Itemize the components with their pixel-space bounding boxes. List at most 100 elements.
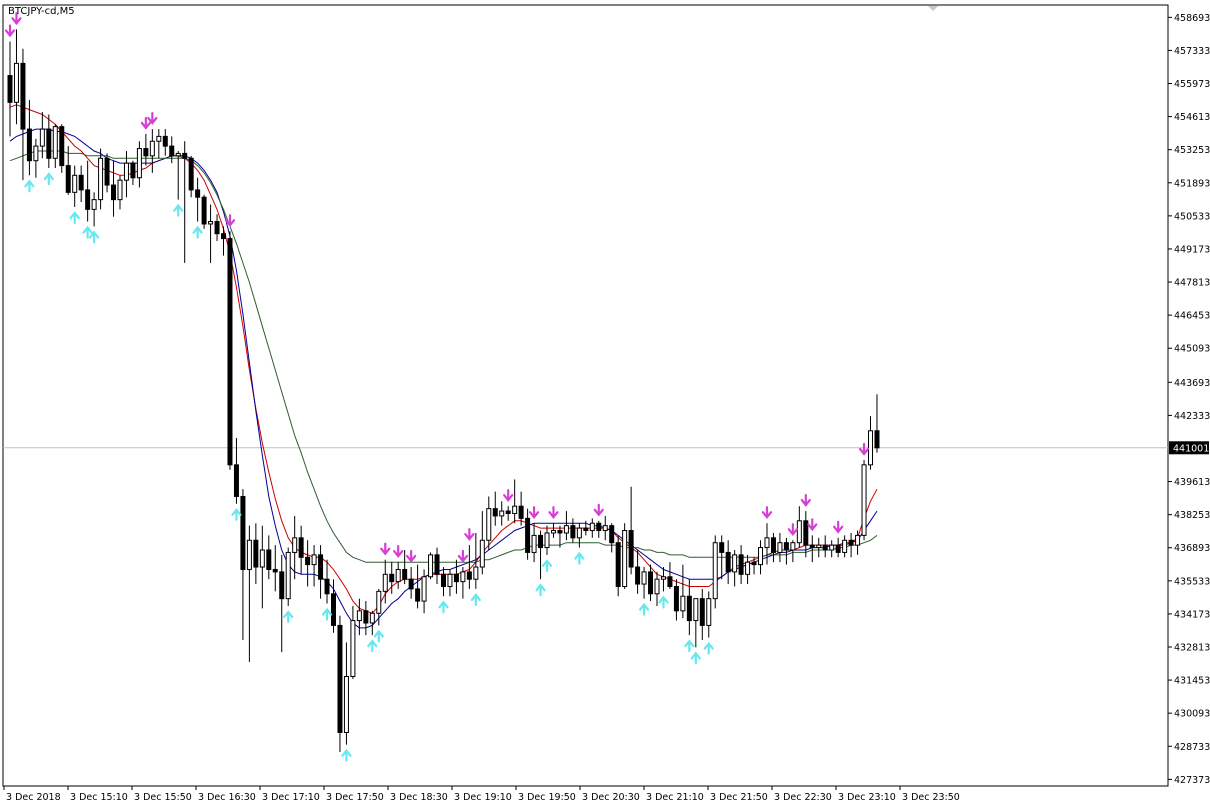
candle (557, 525, 563, 548)
candle-body (712, 542, 718, 600)
candle (538, 530, 544, 580)
candle-body (835, 544, 841, 553)
candle (453, 559, 459, 594)
candle (253, 523, 259, 585)
candle (758, 540, 764, 575)
candle-body (667, 576, 673, 587)
candle-body (525, 517, 531, 553)
candle-body (512, 505, 518, 515)
candle (686, 579, 692, 636)
candle-body (479, 539, 485, 568)
candle (117, 175, 123, 210)
candle (91, 192, 97, 227)
candle-body (259, 549, 265, 568)
candle (227, 231, 233, 470)
arrow-up-icon (82, 225, 93, 239)
time-tick-label: 3 Dec 18:30 (390, 792, 448, 803)
current-price-box (1169, 441, 1209, 455)
arrow-up-icon (690, 651, 701, 665)
candle (343, 642, 349, 745)
candle-body (272, 568, 278, 573)
candle-body (33, 145, 39, 162)
candle (221, 226, 227, 256)
time-tick-label: 3 Dec 15:50 (134, 792, 192, 803)
price-tick-label: 458693 (1174, 13, 1210, 24)
candle (861, 459, 867, 541)
candle (233, 438, 239, 504)
candle-body (596, 522, 602, 532)
candle-body (305, 556, 311, 566)
candle-body (136, 148, 142, 179)
candle (764, 523, 770, 565)
candle (622, 523, 628, 589)
candle-body (602, 525, 608, 532)
candle-body (376, 590, 382, 614)
moving-average-line (9, 104, 878, 614)
candle-body (52, 126, 58, 159)
current-price-label: 441001 (1173, 443, 1209, 454)
candle-body (292, 537, 298, 553)
arrow-down-icon (4, 24, 16, 38)
candle-body (719, 542, 725, 553)
arrow-down-icon (380, 542, 391, 556)
arrow-up-icon (373, 629, 384, 643)
price-tick-label: 439613 (1174, 477, 1210, 488)
candle-body (240, 495, 246, 570)
candle-body (233, 464, 239, 497)
candle-body (156, 135, 162, 142)
candle-body (822, 544, 828, 551)
candle (26, 99, 32, 176)
candle-body (635, 566, 641, 585)
candle-body (214, 221, 220, 235)
arrow-down-icon (858, 442, 870, 456)
candle (466, 545, 472, 589)
candle-body (175, 152, 181, 157)
candle (641, 567, 647, 599)
candle (777, 532, 783, 563)
candle (78, 165, 84, 203)
candle (868, 416, 874, 470)
candle (149, 129, 155, 173)
candle (725, 540, 731, 585)
candle (130, 160, 136, 186)
candle-body (298, 537, 304, 558)
candle (337, 615, 343, 752)
candle (602, 515, 608, 541)
arrow-up-icon (69, 211, 80, 225)
arrow-down-icon (147, 111, 158, 125)
candle (402, 549, 408, 585)
candle (855, 530, 861, 555)
candle-body (725, 551, 731, 573)
candle-body (563, 525, 569, 534)
candle (208, 204, 214, 263)
candle (389, 562, 395, 594)
candle (550, 523, 556, 538)
price-tick-label: 436893 (1174, 543, 1210, 554)
candle (156, 129, 162, 159)
candle-body (104, 157, 110, 186)
arrow-down-icon (548, 506, 559, 519)
candle-body (421, 576, 427, 602)
candle-body (324, 578, 330, 595)
time-tick-label: 3 Dec 19:50 (518, 792, 576, 803)
candle-body (369, 612, 375, 624)
time-tick-label: 3 Dec 15:10 (70, 792, 128, 803)
candle (719, 535, 725, 580)
candle-body (751, 561, 757, 566)
arrow-up-icon (43, 172, 54, 186)
candle-body (557, 530, 563, 534)
candle-body (318, 554, 324, 580)
price-tick-label: 453253 (1174, 145, 1210, 156)
price-tick-label: 432813 (1174, 643, 1210, 654)
candle-body (531, 534, 537, 553)
candle (460, 567, 466, 599)
arrow-down-icon (11, 12, 22, 26)
candle (874, 394, 880, 453)
candle-body (764, 537, 770, 549)
candle (796, 506, 802, 548)
candle (272, 545, 278, 592)
price-tick-label: 457333 (1174, 46, 1210, 57)
candle (240, 489, 246, 641)
